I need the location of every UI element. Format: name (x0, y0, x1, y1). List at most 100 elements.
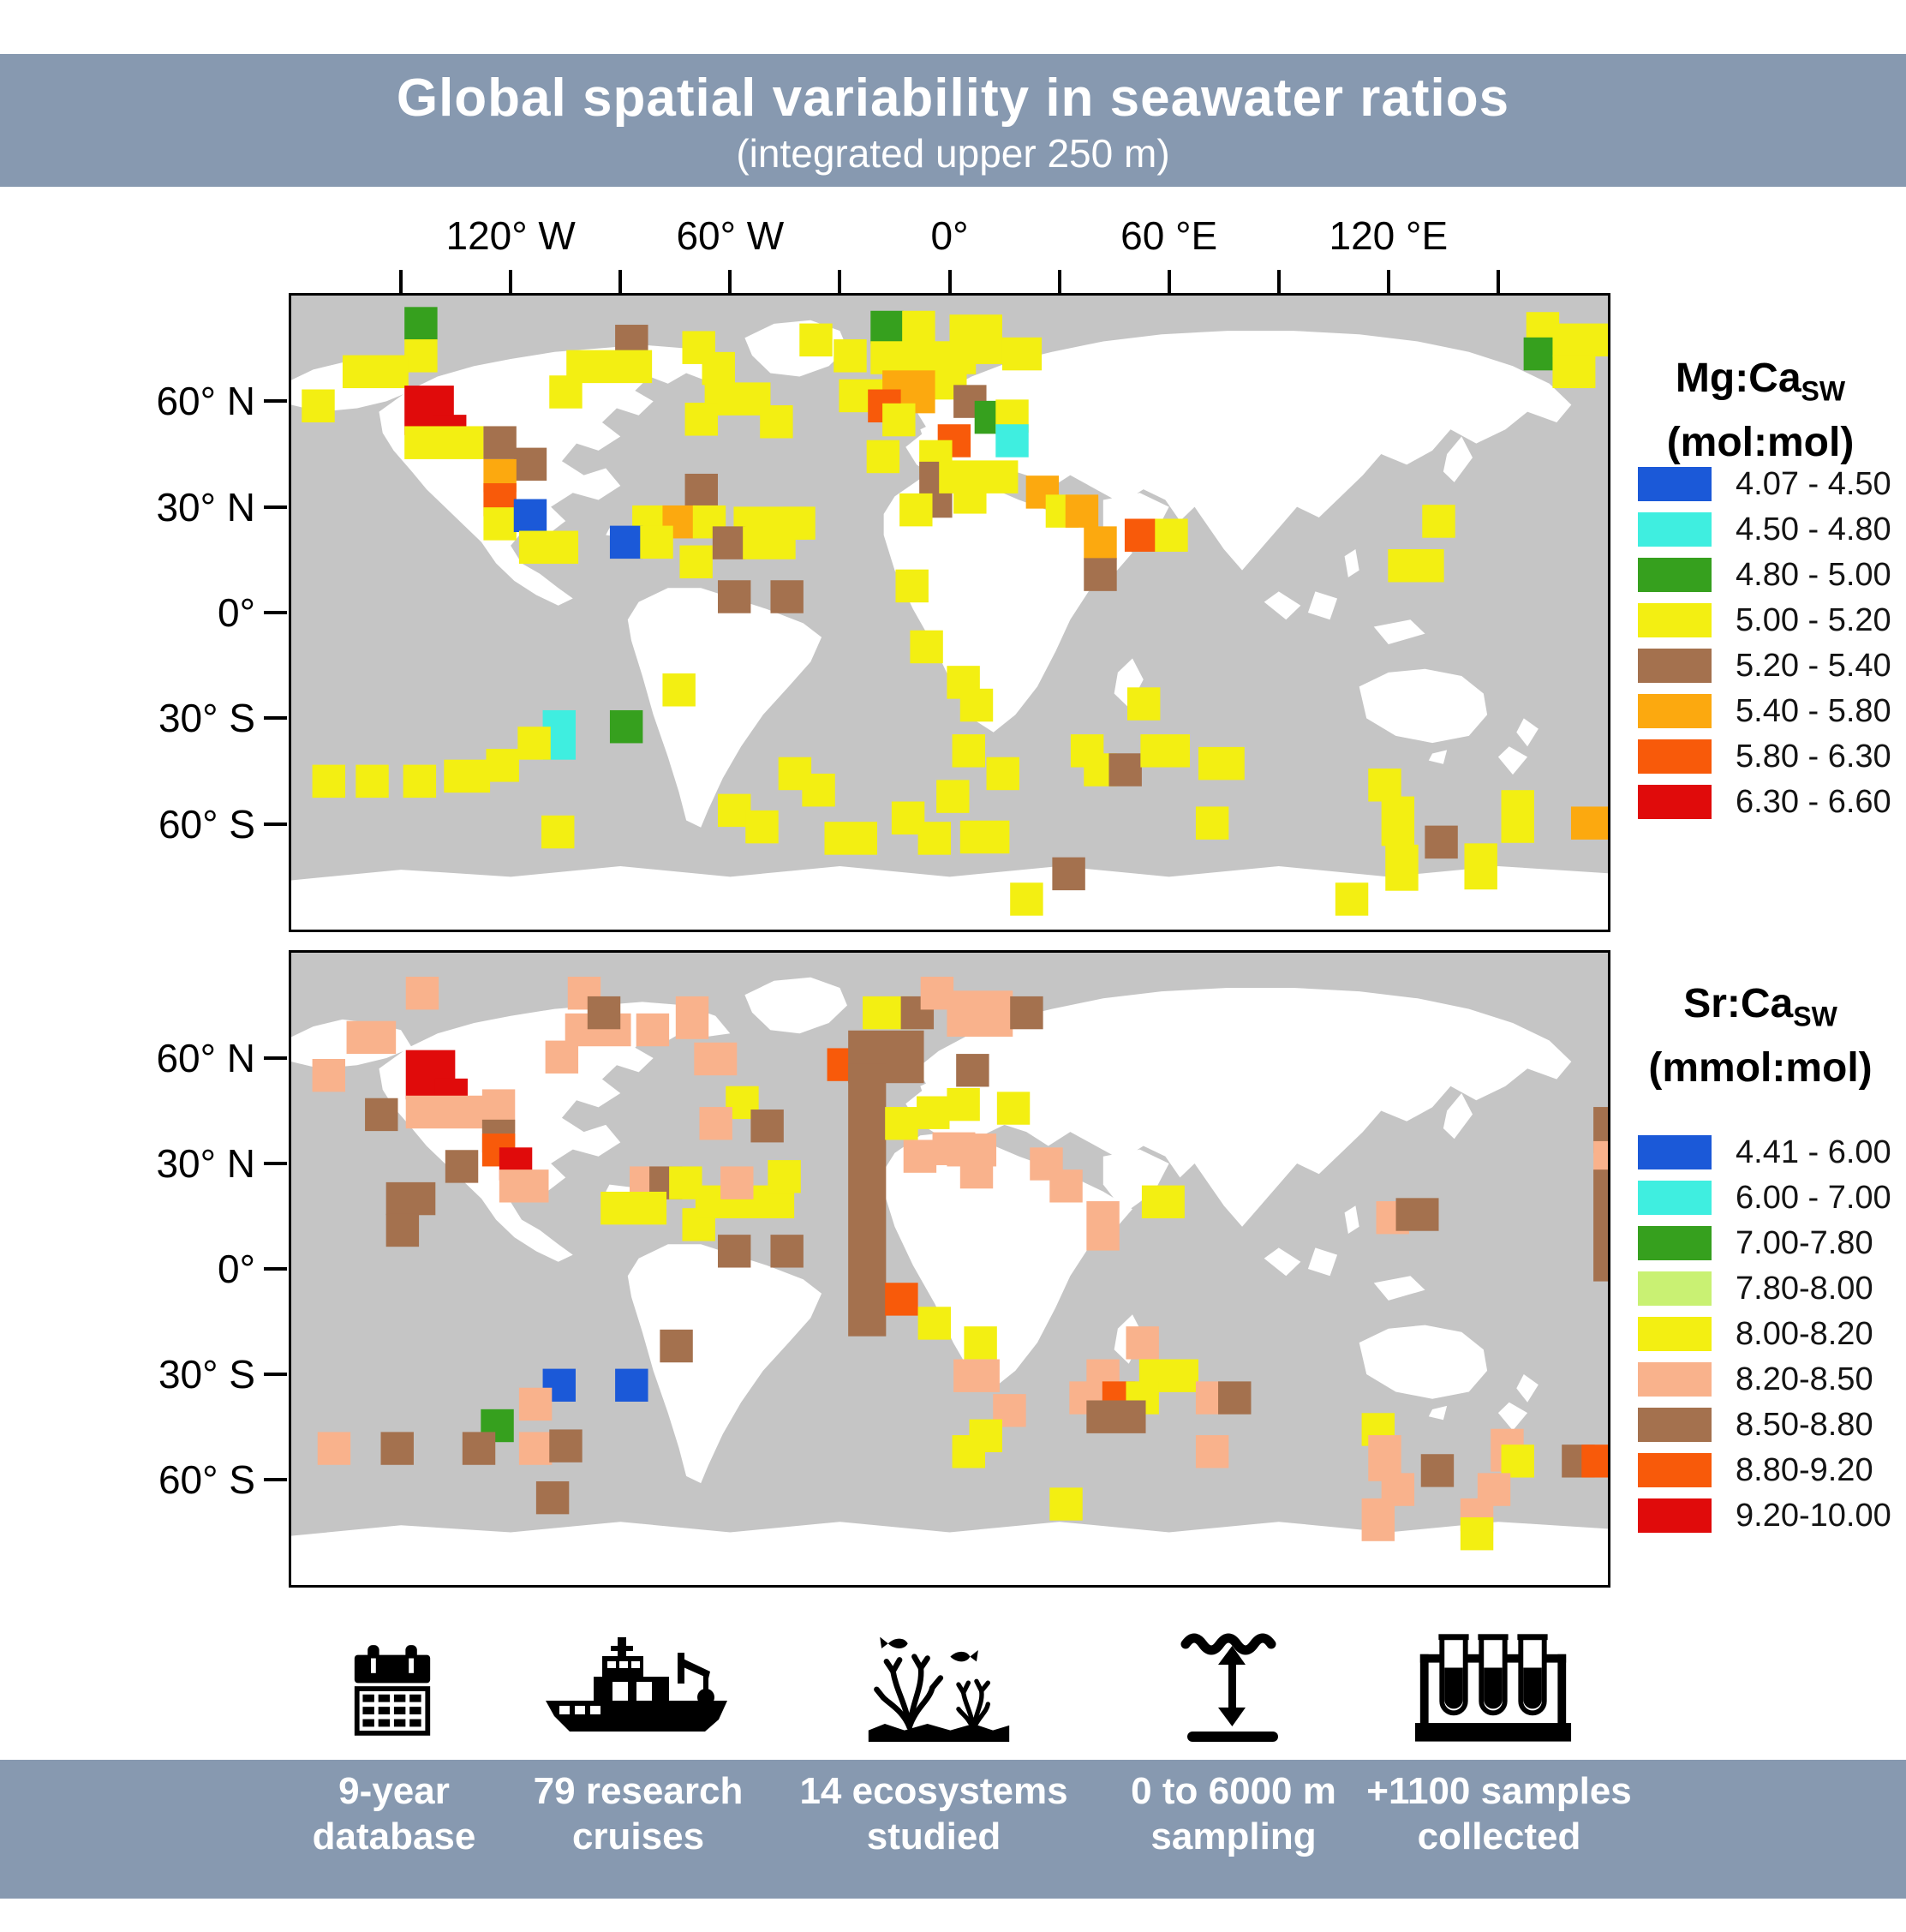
legend-row: 6.00 - 7.00 (1638, 1179, 1895, 1216)
data-cell (1593, 1169, 1608, 1282)
data-cell (600, 1191, 667, 1225)
lat-tick (264, 399, 287, 404)
lon-tick (509, 270, 513, 293)
data-cell (486, 749, 519, 782)
mgca-map-canvas (291, 296, 1608, 930)
data-cell (483, 426, 517, 459)
lon-label: 120 °E (1329, 213, 1449, 258)
legend-swatch (1638, 1362, 1712, 1397)
data-cell (1086, 1400, 1146, 1433)
lon-tick (1496, 270, 1500, 293)
legend-swatch (1638, 1226, 1712, 1260)
data-cell (541, 815, 575, 849)
data-cell (1593, 1140, 1608, 1175)
data-cell (513, 499, 547, 533)
data-cell (1195, 806, 1229, 840)
data-cell (483, 507, 517, 541)
figure-title: Global spatial variability in seawater r… (396, 69, 1510, 128)
data-cell (1395, 1198, 1439, 1231)
data-cell (1218, 1381, 1252, 1415)
data-cell (964, 1326, 997, 1360)
srca-legend: 4.41 - 6.00 6.00 - 7.00 7.00-7.80 7.80-8.00… (1638, 1134, 1895, 1544)
legend-swatch (1638, 1498, 1712, 1533)
data-cell (953, 481, 987, 514)
data-cell (824, 822, 877, 855)
lat-tick (264, 1373, 287, 1376)
data-cell (996, 1092, 1031, 1125)
stat-cruises: 79 research cruises (533, 1770, 744, 1857)
data-cell (662, 673, 696, 707)
data-cell (947, 1087, 980, 1122)
lat-label: 30° S (158, 1352, 255, 1397)
data-cell (949, 314, 1002, 364)
data-cell (770, 1235, 804, 1268)
data-cell (699, 1107, 732, 1140)
data-cell (1141, 1185, 1185, 1218)
legend-label: 5.80 - 6.30 (1736, 738, 1891, 775)
data-cell (1422, 505, 1455, 538)
legend-row: 6.30 - 6.60 (1638, 784, 1895, 820)
legend-swatch (1638, 558, 1712, 592)
data-cell (802, 773, 835, 807)
lat-label: 30° N (156, 484, 255, 529)
data-cell (1065, 494, 1099, 528)
ecosystem-icon (865, 1630, 1013, 1746)
legend-swatch (1638, 1135, 1712, 1169)
legend-swatch (1638, 785, 1712, 819)
data-cell (609, 709, 643, 744)
lon-tick (1276, 270, 1281, 293)
data-cell (1010, 882, 1043, 916)
lon-tick (947, 270, 952, 293)
legend-swatch (1638, 1408, 1712, 1442)
data-cell (1126, 687, 1161, 721)
data-cell (385, 1213, 420, 1247)
lon-label: 60 °E (1120, 213, 1218, 258)
title-banner: Global spatial variability in seawater r… (0, 54, 1906, 187)
lon-label: 120° W (445, 213, 576, 258)
legend-label: 7.00-7.80 (1736, 1224, 1873, 1261)
data-cell (885, 1107, 918, 1140)
srca-map (289, 950, 1610, 1588)
data-cell (953, 1359, 1000, 1392)
data-cell (587, 996, 621, 1030)
mgca-legend-title: Mg:CaSW (mol:mol) (1666, 356, 1855, 465)
data-cell (684, 403, 718, 436)
data-cell (1501, 1445, 1534, 1478)
data-cell (1381, 796, 1415, 846)
legend-swatch (1638, 694, 1712, 728)
legend-row: 4.80 - 5.00 (1638, 557, 1895, 593)
data-cell (660, 1329, 693, 1363)
data-cell (768, 1160, 801, 1193)
data-cell (549, 375, 583, 409)
legend-swatch (1638, 649, 1712, 683)
legend-swatch (1638, 739, 1712, 774)
data-cell (444, 759, 491, 793)
data-cell (959, 820, 1010, 854)
data-cell (866, 440, 900, 474)
stat-samples: +1100 samples collected (1366, 1770, 1632, 1857)
data-cell (1049, 1169, 1083, 1203)
data-cell (404, 426, 484, 459)
stats-banner (0, 1760, 1906, 1899)
legend-row: 5.40 - 5.80 (1638, 693, 1895, 729)
legend-row: 8.80-9.20 (1638, 1452, 1895, 1488)
data-cell (517, 727, 551, 760)
data-cell (636, 1013, 670, 1047)
lon-tick (1167, 270, 1171, 293)
data-cell (848, 1063, 887, 1337)
lon-tick (1057, 270, 1061, 293)
legend-label: 6.00 - 7.00 (1736, 1179, 1891, 1216)
data-cell (1501, 790, 1534, 843)
data-cell (902, 310, 935, 344)
legend-label: 7.80-8.00 (1736, 1270, 1873, 1307)
data-cell (1335, 882, 1369, 916)
data-cell (545, 1040, 579, 1074)
lon-tick (1386, 270, 1390, 293)
lat-label: 0° (218, 1247, 255, 1291)
legend-label: 8.00-8.20 (1736, 1315, 1873, 1352)
legend-row: 4.41 - 6.00 (1638, 1134, 1895, 1170)
data-cell (959, 688, 994, 722)
data-cell (499, 1169, 549, 1203)
data-cell (782, 506, 816, 540)
data-cell (1385, 844, 1419, 891)
